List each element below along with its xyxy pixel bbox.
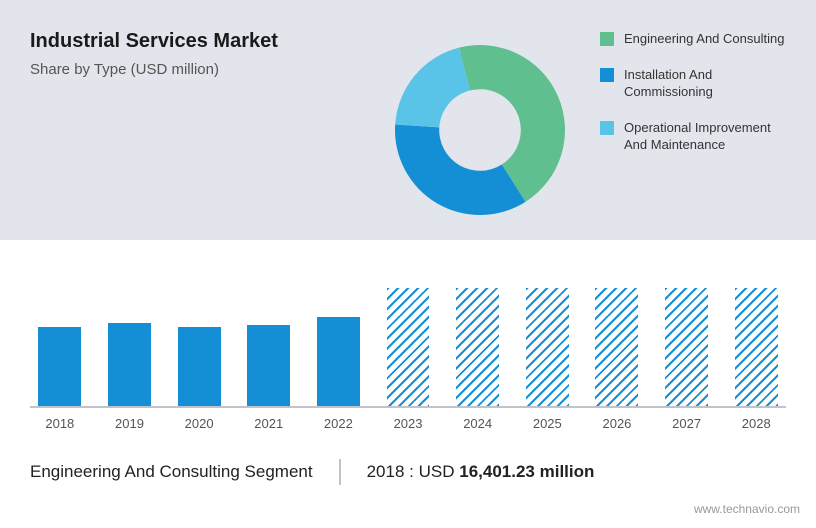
vertical-divider xyxy=(339,459,341,485)
legend-item: Operational Improvement And Maintenance xyxy=(600,119,796,154)
x-tick-label: 2028 xyxy=(726,416,786,431)
x-axis-labels: 2018 2019 2020 2021 2022 2023 2024 2025 2026 2027… xyxy=(30,416,786,431)
legend-item: Installation And Commissioning xyxy=(600,66,796,101)
segment-name: Engineering And Consulting Segment xyxy=(30,462,313,482)
bar-column xyxy=(169,327,229,408)
top-section: Industrial Services Market Share by Type… xyxy=(0,0,816,240)
footer: Engineering And Consulting Segment 2018 … xyxy=(0,459,816,485)
bar xyxy=(108,323,151,408)
x-tick-label: 2022 xyxy=(309,416,369,431)
bar xyxy=(38,327,81,408)
x-tick-label: 2026 xyxy=(587,416,647,431)
bar xyxy=(317,317,360,408)
x-tick-label: 2024 xyxy=(448,416,508,431)
legend-label: Operational Improvement And Maintenance xyxy=(624,119,796,154)
value-year: 2018 xyxy=(367,462,405,481)
value-prefix: USD xyxy=(419,462,455,481)
donut-slice xyxy=(395,48,470,128)
legend: Engineering And Consulting Installation A… xyxy=(590,30,796,230)
x-tick-label: 2025 xyxy=(517,416,577,431)
value-sep: : xyxy=(409,462,418,481)
bar xyxy=(456,288,499,408)
bar xyxy=(178,327,221,408)
bar xyxy=(595,288,638,408)
bar-column xyxy=(309,317,369,408)
bar-column xyxy=(100,323,160,408)
watermark: www.technavio.com xyxy=(694,502,800,516)
bar-chart xyxy=(30,258,786,408)
legend-swatch xyxy=(600,121,614,135)
bar-column xyxy=(657,288,717,408)
bar-column xyxy=(239,325,299,408)
x-tick-label: 2019 xyxy=(100,416,160,431)
bar-column xyxy=(726,288,786,408)
bar xyxy=(387,288,430,408)
page-subtitle: Share by Type (USD million) xyxy=(30,61,370,78)
bar-column xyxy=(30,327,90,408)
page-title: Industrial Services Market xyxy=(30,30,370,53)
x-tick-label: 2020 xyxy=(169,416,229,431)
title-block: Industrial Services Market Share by Type… xyxy=(30,30,370,230)
value-suffix: million xyxy=(540,462,595,481)
bar xyxy=(665,288,708,408)
bar-column xyxy=(517,288,577,408)
donut-chart xyxy=(370,30,590,230)
bar xyxy=(735,288,778,408)
segment-value: 2018 : USD 16,401.23 million xyxy=(367,462,595,482)
x-tick-label: 2027 xyxy=(657,416,717,431)
bar xyxy=(526,288,569,408)
legend-label: Installation And Commissioning xyxy=(624,66,796,101)
bar-chart-section: 2018 2019 2020 2021 2022 2023 2024 2025 2026 2027… xyxy=(0,240,816,431)
legend-label: Engineering And Consulting xyxy=(624,30,784,48)
legend-item: Engineering And Consulting xyxy=(600,30,796,48)
bar-column xyxy=(448,288,508,408)
legend-swatch xyxy=(600,68,614,82)
bar-column xyxy=(587,288,647,408)
x-tick-label: 2021 xyxy=(239,416,299,431)
x-tick-label: 2023 xyxy=(378,416,438,431)
x-axis xyxy=(30,406,786,408)
bar xyxy=(247,325,290,408)
value-amount: 16,401.23 xyxy=(459,462,535,481)
bar-column xyxy=(378,288,438,408)
x-tick-label: 2018 xyxy=(30,416,90,431)
legend-swatch xyxy=(600,32,614,46)
